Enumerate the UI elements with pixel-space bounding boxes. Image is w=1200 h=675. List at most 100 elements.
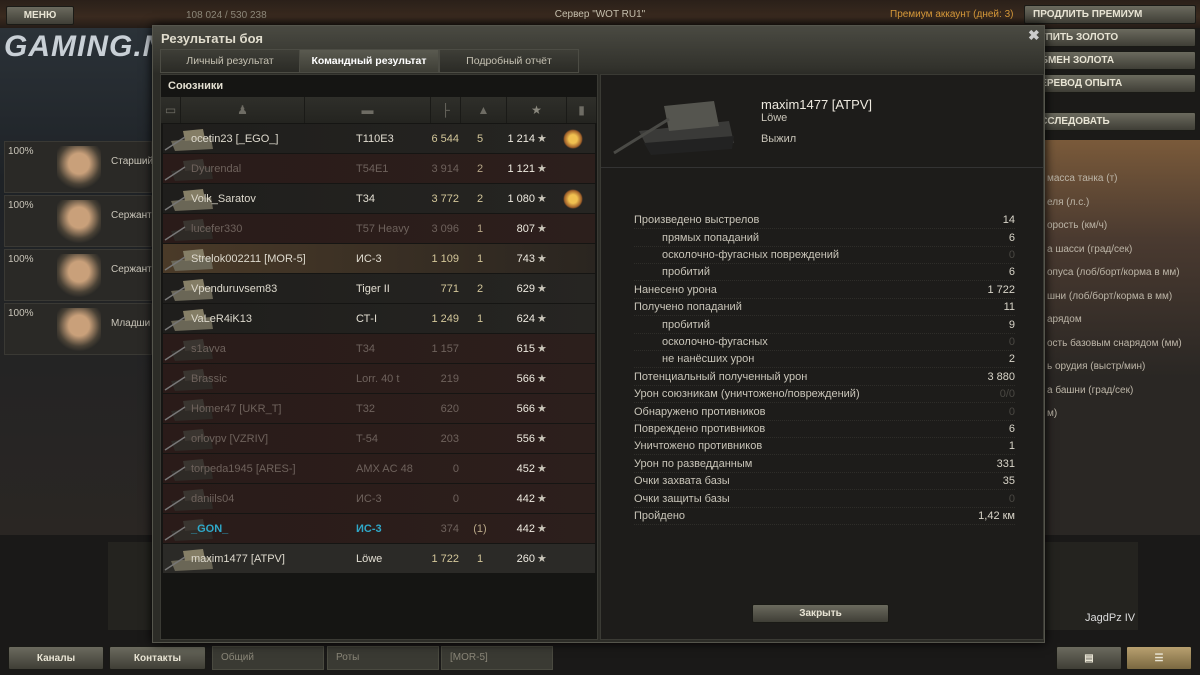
player-name: lucefer330	[191, 222, 243, 235]
kills-value: 2	[476, 192, 484, 205]
stat-label: прямых попаданий	[662, 231, 759, 244]
buy-gold-button[interactable]: КУПИТЬ ЗОЛОТО	[1024, 28, 1196, 47]
xp-value: 629	[516, 282, 535, 295]
col-kills-icon[interactable]: ▲	[461, 97, 507, 123]
tank-icon	[164, 549, 213, 571]
tank-name: T-54	[356, 432, 379, 445]
crew-rank: Сержант	[111, 210, 152, 221]
tank-icon	[164, 339, 213, 361]
col-tank-icon[interactable]: ▬	[305, 97, 431, 123]
damage-value: 3 914	[431, 162, 459, 175]
stat-value: 6	[1008, 231, 1015, 244]
col-xp-star-icon[interactable]: ★	[507, 97, 567, 123]
player-row[interactable]: lucefer330 T57 Heavy 3 096 1 807 ★	[163, 214, 595, 243]
crew-member[interactable]: 100% Старший	[4, 141, 153, 193]
exchange-gold-button[interactable]: ОБМЕН ЗОЛОТА	[1024, 51, 1196, 70]
player-row[interactable]: daniils04 ИС-3 0 442 ★	[163, 484, 595, 513]
chat-tab-general[interactable]: Общий	[212, 646, 324, 670]
player-row[interactable]: s1avva T34 1 157 615 ★	[163, 334, 595, 363]
crew-member[interactable]: 100% Младши	[4, 303, 152, 355]
tank-icon	[164, 399, 213, 421]
player-name: daniils04	[191, 492, 235, 505]
star-icon: ★	[537, 403, 547, 415]
medal-icon[interactable]	[563, 128, 583, 149]
star-icon: ★	[537, 223, 547, 235]
extend-premium-button[interactable]: ПРОДЛИТЬ ПРЕМИУМ	[1024, 5, 1196, 24]
tank-name: T34	[356, 342, 375, 355]
player-row[interactable]: VaLeR4iK13 СТ-I 1 249 1 624 ★	[163, 304, 595, 333]
battle-results-dialog: Результаты боя ✖ Личный результат Команд…	[152, 25, 1045, 643]
contacts-button[interactable]: Контакты	[109, 646, 206, 670]
player-row[interactable]: ocetin23 [_EGO_] T110E3 6 544 5 1 214 ★	[163, 124, 595, 153]
crew-skill: 100%	[8, 146, 34, 157]
stat-value: 35	[1002, 475, 1015, 488]
menu-button[interactable]: МЕНЮ	[6, 6, 74, 25]
tank-spec-label: м)	[1047, 408, 1058, 419]
stat-value: 14	[1002, 214, 1015, 227]
damage-value: 1 109	[431, 252, 459, 265]
kills-value: 1	[476, 252, 484, 265]
crew-portrait	[57, 146, 101, 190]
stat-value: 6	[1008, 422, 1015, 435]
col-damage-icon[interactable]: ├	[431, 97, 461, 123]
player-row[interactable]: Homer47 [UKR_T] T32 620 566 ★	[163, 394, 595, 423]
crew-member[interactable]: 100% Сержант	[4, 249, 152, 301]
col-player-icon[interactable]: ♟	[181, 97, 305, 123]
stat-label: Очки захвата базы	[634, 475, 730, 488]
close-icon[interactable]: ✖	[1028, 27, 1040, 43]
player-row[interactable]: Brassic Lorr. 40 t 219 566 ★	[163, 364, 595, 393]
tank-spec-label: орость (км/ч)	[1047, 220, 1108, 231]
stat-label: Произведено выстрелов	[634, 214, 760, 227]
notifications-button[interactable]: ▤	[1056, 646, 1122, 670]
close-button[interactable]: Закрыть	[752, 604, 889, 623]
tank-name: T57 Heavy	[356, 222, 410, 235]
stat-value: 1 722	[987, 283, 1015, 296]
tab-detailed[interactable]: Подробный отчёт	[439, 49, 579, 73]
tank-name: T110E3	[356, 132, 394, 145]
tank-name: Löwe	[356, 552, 383, 565]
player-row[interactable]: Volk_Saratov T34 3 772 2 1 080 ★	[163, 184, 595, 213]
menu-list-button[interactable]: ☰	[1126, 646, 1192, 670]
player-row[interactable]: Strelok002211 [MOR-5] ИС-3 1 109 1 743 ★	[163, 244, 595, 273]
tank-icon	[164, 159, 213, 181]
stat-row: Урон по разведданным 331	[634, 456, 1015, 473]
player-detail-panel: maxim1477 [ATPV] Löwe Выжил Произведено …	[600, 74, 1044, 640]
col-squad-icon[interactable]: ▭	[161, 97, 181, 123]
xp-value: 566	[516, 372, 535, 385]
premium-status: Премиум аккаунт (дней: 3)	[890, 9, 1014, 20]
player-name: orlovpv [VZRIV]	[191, 432, 269, 445]
player-row[interactable]: orlovpv [VZRIV] T-54 203 556 ★	[163, 424, 595, 453]
star-icon: ★	[537, 433, 547, 445]
chat-tab-companies[interactable]: Роты	[327, 646, 439, 670]
tab-team[interactable]: Командный результат	[299, 49, 439, 73]
player-row[interactable]: maxim1477 [ATPV] Löwe 1 722 1 260 ★	[163, 544, 595, 573]
tank-name: Tiger II	[356, 282, 390, 295]
tank-name: T34	[356, 192, 375, 205]
medal-icon[interactable]	[563, 188, 583, 209]
crew-portrait	[57, 200, 101, 244]
stat-value: 3 880	[987, 370, 1015, 383]
tab-personal[interactable]: Личный результат	[160, 49, 300, 73]
tank-icon	[164, 279, 213, 301]
clan-logo: GAMING.N	[4, 30, 166, 63]
player-tank: Löwe	[761, 112, 788, 124]
chat-tab-clan[interactable]: [MOR-5]	[441, 646, 553, 670]
player-row[interactable]: torpeda1945 [ARES-] AMX AC 48 0 452 ★	[163, 454, 595, 483]
transfer-xp-button[interactable]: ПЕРЕВОД ОПЫТА	[1024, 74, 1196, 93]
research-button[interactable]: ИССЛЕДОВАТЬ	[1024, 112, 1196, 131]
player-row[interactable]: Vpenduruvsem83 Tiger II 771 2 629 ★	[163, 274, 595, 303]
player-row[interactable]: _GON_ ИС-3 374 (1) 442 ★	[163, 514, 595, 543]
team-panel: Союзники ▭ ♟ ▬ ├ ▲ ★ ▮ ocetin23 [_EGO_] …	[160, 74, 598, 640]
damage-value: 219	[440, 372, 459, 385]
stat-row: осколочно-фугасных 0	[634, 334, 1015, 352]
channels-button[interactable]: Каналы	[8, 646, 104, 670]
xp-value: 566	[516, 402, 535, 415]
damage-value: 1 157	[431, 342, 459, 355]
stat-row: Пройдено 1,42 км	[634, 508, 1015, 526]
player-row[interactable]: Dyurendal T54E1 3 914 2 1 121 ★	[163, 154, 595, 183]
col-medal-icon[interactable]: ▮	[567, 97, 597, 123]
player-name: Brassic	[191, 372, 228, 385]
crew-member[interactable]: 100% Сержант	[4, 195, 152, 247]
stat-label: не нанёсших урон	[662, 353, 755, 366]
tank-name: ИС-3	[356, 492, 382, 505]
